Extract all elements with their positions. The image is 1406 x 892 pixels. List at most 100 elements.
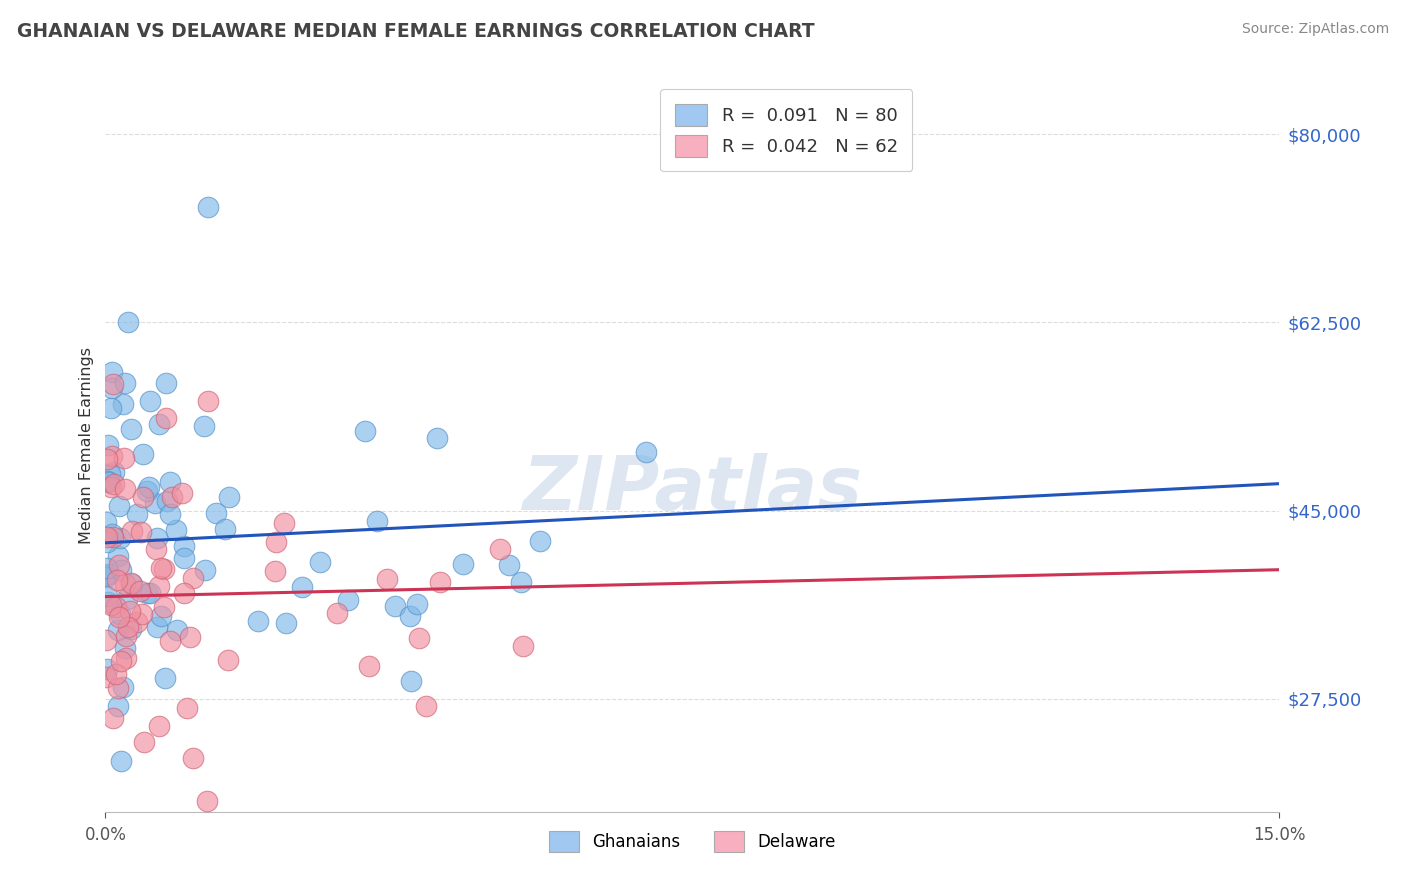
Point: [326, 607, 349, 621]
Point: [107, 698, 129, 713]
Point: [217, 653, 239, 667]
Point: [103, 465, 125, 479]
Point: [264, 564, 287, 578]
Point: [98, 475, 121, 489]
Point: [104, 666, 127, 681]
Point: [488, 542, 510, 557]
Point: [194, 563, 217, 577]
Point: [357, 659, 380, 673]
Legend: Ghanaians, Delaware: Ghanaians, Delaware: [543, 824, 842, 858]
Point: [115, 650, 138, 665]
Point: [96, 662, 118, 676]
Point: [165, 523, 187, 537]
Point: [96, 530, 118, 544]
Point: [96, 670, 118, 684]
Y-axis label: Median Female Earnings: Median Female Earnings: [79, 348, 94, 544]
Point: [98, 467, 121, 482]
Point: [120, 622, 142, 636]
Point: [114, 376, 136, 390]
Point: [498, 558, 520, 573]
Point: [110, 607, 132, 621]
Point: [132, 491, 155, 505]
Point: [107, 549, 129, 564]
Point: [129, 524, 152, 539]
Point: [415, 699, 437, 714]
Point: [273, 516, 295, 530]
Point: [138, 480, 160, 494]
Point: [408, 631, 430, 645]
Point: [146, 620, 169, 634]
Point: [197, 201, 219, 215]
Point: [377, 573, 399, 587]
Point: [218, 490, 240, 504]
Point: [100, 598, 122, 612]
Point: [159, 634, 181, 648]
Point: [108, 500, 131, 514]
Point: [451, 558, 474, 572]
Point: [406, 598, 429, 612]
Text: GHANAIAN VS DELAWARE MEDIAN FEMALE EARNINGS CORRELATION CHART: GHANAIAN VS DELAWARE MEDIAN FEMALE EARNI…: [17, 22, 814, 41]
Point: [146, 531, 169, 545]
Point: [94, 515, 117, 529]
Point: [173, 551, 195, 566]
Point: [100, 401, 122, 415]
Point: [153, 600, 176, 615]
Point: [96, 632, 118, 647]
Point: [103, 530, 125, 544]
Point: [512, 639, 534, 653]
Point: [120, 576, 142, 591]
Point: [132, 735, 155, 749]
Point: [264, 535, 287, 549]
Point: [117, 315, 139, 329]
Point: [309, 555, 332, 569]
Point: [101, 711, 124, 725]
Point: [118, 604, 141, 618]
Text: ZIPatlas: ZIPatlas: [523, 453, 862, 526]
Point: [120, 422, 142, 436]
Point: [96, 451, 118, 466]
Point: [121, 576, 143, 591]
Point: [131, 607, 153, 622]
Point: [138, 394, 160, 409]
Point: [96, 568, 118, 582]
Point: [117, 620, 139, 634]
Point: [101, 381, 124, 395]
Point: [103, 476, 125, 491]
Point: [155, 411, 177, 425]
Point: [115, 629, 138, 643]
Point: [193, 418, 215, 433]
Point: [96, 561, 118, 575]
Point: [125, 507, 148, 521]
Point: [160, 490, 183, 504]
Point: [96, 475, 118, 489]
Point: [129, 583, 152, 598]
Point: [195, 794, 218, 808]
Point: [179, 630, 201, 644]
Point: [510, 575, 533, 590]
Point: [114, 641, 136, 656]
Point: [214, 522, 236, 536]
Point: [96, 474, 118, 488]
Point: [97, 567, 120, 582]
Point: [132, 447, 155, 461]
Point: [636, 445, 658, 459]
Point: [103, 377, 125, 392]
Point: [143, 495, 166, 509]
Point: [94, 570, 117, 584]
Point: [108, 610, 131, 624]
Point: [108, 532, 131, 546]
Point: [114, 482, 136, 496]
Point: [529, 534, 551, 549]
Text: Source: ZipAtlas.com: Source: ZipAtlas.com: [1241, 22, 1389, 37]
Point: [155, 376, 177, 391]
Point: [247, 614, 270, 628]
Point: [155, 671, 177, 685]
Point: [173, 586, 195, 600]
Point: [97, 595, 120, 609]
Point: [337, 592, 360, 607]
Point: [148, 579, 170, 593]
Point: [105, 573, 128, 587]
Point: [96, 589, 118, 603]
Point: [101, 365, 124, 379]
Point: [274, 616, 297, 631]
